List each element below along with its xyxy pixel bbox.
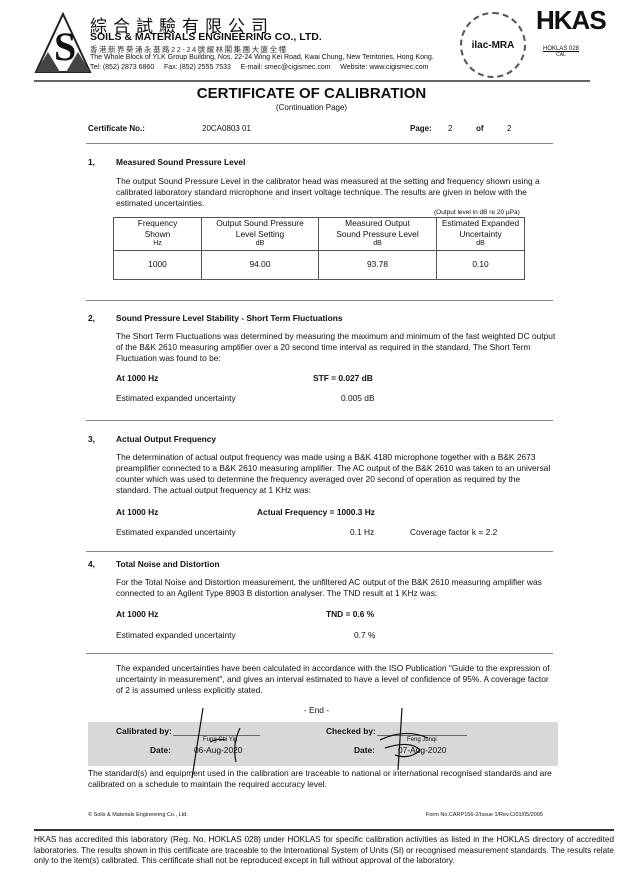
signature-band	[88, 722, 558, 766]
company-name-cn: 綜合試驗有限公司	[90, 17, 274, 36]
checked-date: 07-Aug-2020	[398, 745, 447, 755]
section-title: Actual Output Frequency	[116, 434, 217, 444]
end-marker: - End -	[303, 705, 330, 715]
signature-line	[173, 735, 260, 736]
header-divider	[34, 80, 590, 82]
header-cell: Estimated Expanded Uncertainty dB	[436, 217, 525, 251]
uncertainty-label: Estimated expanded uncertainty	[116, 630, 236, 640]
hkas-logo: HKAS HOKLAS 028 CAL	[536, 5, 607, 58]
divider	[86, 300, 553, 301]
page-number: 2	[448, 124, 453, 133]
page-label: Page:	[410, 124, 432, 133]
table-header-row: Frequency Shown Hz Output Sound Pressure Le…	[113, 217, 525, 251]
page-title: CERTIFICATE OF CALIBRATION	[196, 85, 427, 102]
checked-by-label: Checked by:	[326, 726, 376, 736]
company-name-en: SOILS & MATERIALS ENGINEERING CO., LTD.	[90, 31, 322, 43]
cell-uncertainty: 0.10	[436, 249, 525, 280]
uncertainty-label: Estimated expanded uncertainty	[116, 527, 236, 537]
copyright: © Soils & Materials Engineering Co., Ltd…	[88, 812, 188, 818]
section-title: Total Noise and Distortion	[116, 559, 220, 569]
uncertainty-label: Estimated expanded uncertainty	[116, 393, 236, 403]
table-note: (Output level in dB re 20 µPa)	[434, 209, 520, 216]
results-table: Frequency Shown Hz Output Sound Pressure Le…	[113, 217, 525, 280]
traceability-statement: The standard(s) and equipment used in th…	[88, 768, 552, 789]
section-title: Sound Pressure Level Stability - Short T…	[116, 313, 343, 323]
signatures	[191, 707, 429, 779]
tnd-result: TND = 0.6 %	[326, 609, 375, 619]
checker-name: Feng Junqi	[407, 737, 437, 743]
address-en: The Whole Block of YLK Group Building, N…	[90, 54, 434, 61]
ilac-mra-logo: ilac-MRA	[460, 12, 526, 78]
page-subtitle: (Continuation Page)	[275, 103, 348, 112]
footer-divider	[34, 829, 614, 831]
page-total: 2	[507, 124, 512, 133]
hkas-statement: HKAS has accredited this laboratory (Reg…	[34, 835, 614, 865]
cert-no-label: Certificate No.:	[88, 124, 145, 133]
company-logo: S	[34, 12, 92, 73]
at-frequency: At 1000 Hz	[116, 609, 159, 619]
section-number: 3,	[88, 434, 95, 444]
section-text: The Short Term Fluctuations was determin…	[116, 331, 556, 363]
cell-measured: 93.78	[318, 249, 437, 280]
section-number: 4,	[88, 559, 95, 569]
frequency-result: Actual Frequency = 1000.3 Hz	[257, 507, 375, 517]
section-text: The determination of actual output frequ…	[116, 452, 551, 495]
header-cell: Measured Output Sound Pressure Level dB	[318, 217, 437, 251]
section-number: 2,	[88, 313, 95, 323]
stf-result: STF = 0.027 dB	[313, 373, 373, 383]
section-text: For the Total Noise and Distortion measu…	[116, 577, 542, 598]
at-frequency: At 1000 Hz	[116, 507, 159, 517]
calibrated-by-label: Calibrated by:	[116, 726, 172, 736]
divider	[86, 551, 553, 552]
form-number: Form No.CARP156-2/Issue 1/Rev.C/01/05/20…	[426, 812, 543, 818]
cell-frequency: 1000	[113, 249, 202, 280]
uncertainty-value: 0.7 %	[354, 630, 376, 640]
uncertainty-value: 0.005 dB	[341, 393, 375, 403]
at-frequency: At 1000 Hz	[116, 373, 159, 383]
date-label: Date:	[354, 745, 375, 755]
divider	[86, 653, 553, 654]
table-row: 1000 94.00 93.78 0.10	[113, 249, 525, 280]
header-cell: Output Sound Pressure Level Setting dB	[201, 217, 319, 251]
section-number: 1,	[88, 157, 95, 167]
cell-setting: 94.00	[201, 249, 319, 280]
coverage-factor: Coverage factor k = 2.2	[410, 527, 498, 537]
date-label: Date:	[150, 745, 171, 755]
divider	[86, 143, 553, 144]
closing-statement: The expanded uncertainties have been cal…	[116, 663, 550, 695]
svg-text:S: S	[54, 24, 76, 69]
calibration-date: 06-Aug-2020	[194, 745, 243, 755]
divider	[86, 420, 553, 421]
header-cell: Frequency Shown Hz	[113, 217, 202, 251]
contact-info: Tel: (852) 2873 6860 Fax: (852) 2555 753…	[90, 64, 429, 71]
section-text: The output Sound Pressure Level in the c…	[116, 176, 540, 208]
address-cn: 香港新界葵涌永基路22-24號耀林閣集團大廈全幢	[90, 45, 288, 54]
cert-no: 20CA0803 01	[202, 124, 251, 133]
section-title: Measured Sound Pressure Level	[116, 157, 246, 167]
calibrator-name: Fung Chi Yip	[203, 737, 238, 743]
of-label: of	[476, 124, 484, 133]
uncertainty-value: 0.1 Hz	[350, 527, 375, 537]
